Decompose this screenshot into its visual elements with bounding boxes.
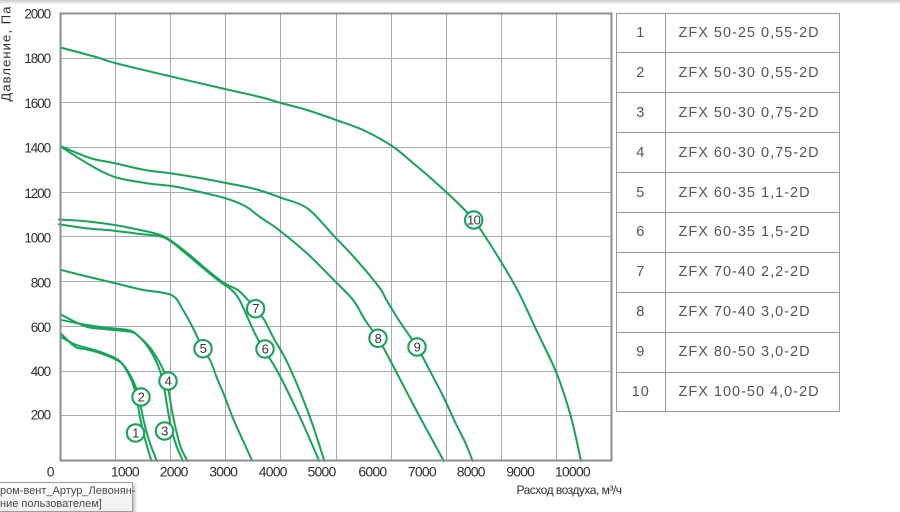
svg-text:2000: 2000 xyxy=(160,464,189,480)
svg-text:6: 6 xyxy=(262,342,269,357)
svg-text:7000: 7000 xyxy=(408,464,437,480)
svg-text:2: 2 xyxy=(138,390,145,405)
svg-text:8: 8 xyxy=(375,331,382,346)
svg-text:1: 1 xyxy=(132,426,139,441)
svg-text:2000: 2000 xyxy=(24,7,50,22)
svg-text:600: 600 xyxy=(31,320,51,335)
svg-text:7: 7 xyxy=(252,301,259,316)
svg-text:1000: 1000 xyxy=(24,231,50,246)
svg-text:800: 800 xyxy=(31,276,51,291)
svg-text:3000: 3000 xyxy=(209,464,238,480)
svg-text:9: 9 xyxy=(414,340,421,355)
svg-text:1800: 1800 xyxy=(24,51,50,66)
svg-text:Давление, Па: Давление, Па xyxy=(0,5,14,101)
svg-text:200: 200 xyxy=(31,407,51,422)
svg-text:Расход воздуха, м³/ч: Расход воздуха, м³/ч xyxy=(517,483,622,497)
svg-text:4000: 4000 xyxy=(259,464,288,480)
svg-text:6000: 6000 xyxy=(358,464,387,480)
svg-text:400: 400 xyxy=(31,364,51,379)
svg-text:9000: 9000 xyxy=(506,464,535,480)
svg-text:4: 4 xyxy=(165,374,172,389)
svg-text:3: 3 xyxy=(161,424,168,439)
svg-text:1200: 1200 xyxy=(24,186,50,201)
svg-text:1000: 1000 xyxy=(111,464,140,480)
svg-text:8000: 8000 xyxy=(457,464,486,480)
svg-text:5: 5 xyxy=(200,341,207,356)
svg-text:10: 10 xyxy=(467,213,481,228)
svg-text:1600: 1600 xyxy=(24,96,50,111)
svg-text:0: 0 xyxy=(47,464,55,480)
svg-text:5000: 5000 xyxy=(308,464,337,480)
svg-text:1400: 1400 xyxy=(24,140,50,155)
svg-text:10000: 10000 xyxy=(555,464,591,480)
